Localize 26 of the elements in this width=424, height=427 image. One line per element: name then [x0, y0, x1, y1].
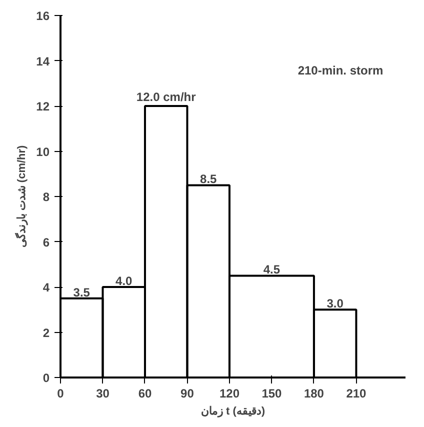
data-label: 8.5: [200, 172, 218, 186]
y-tick-label: 14: [36, 54, 50, 68]
x-tick-label: 60: [138, 386, 152, 400]
x-tick-label: 210: [346, 386, 367, 400]
y-tick-label: 0: [42, 371, 50, 385]
x-tick-label: 30: [96, 386, 110, 400]
x-tick-label: 120: [219, 386, 240, 400]
y-tick-label: 8: [42, 190, 50, 204]
data-label: 3.0: [326, 296, 344, 311]
y-tick-label: 2: [42, 326, 50, 340]
x-tick-label: 150: [262, 386, 282, 400]
data-label: 3.5: [73, 285, 90, 300]
y-tick-label: 6: [42, 235, 50, 250]
y-tick-label: 12: [36, 100, 50, 114]
x-axis-title: زمان t (دقیقه): [200, 406, 266, 418]
x-tick-label: 180: [304, 386, 324, 400]
y-axis-title: شدت بارندگی (cm/hr): [14, 144, 28, 248]
y-tick-label: 16: [36, 9, 50, 23]
data-label: 4.5: [263, 262, 280, 277]
data-label: 4.0: [116, 274, 133, 288]
x-tick-label: 0: [57, 386, 64, 400]
y-tick-label: 10: [36, 144, 50, 159]
x-tick-label: 90: [180, 386, 194, 400]
annotation: 210-min. storm: [298, 64, 384, 78]
data-label: 12.0 cm/hr: [136, 90, 196, 104]
y-tick-label: 4: [42, 280, 50, 294]
